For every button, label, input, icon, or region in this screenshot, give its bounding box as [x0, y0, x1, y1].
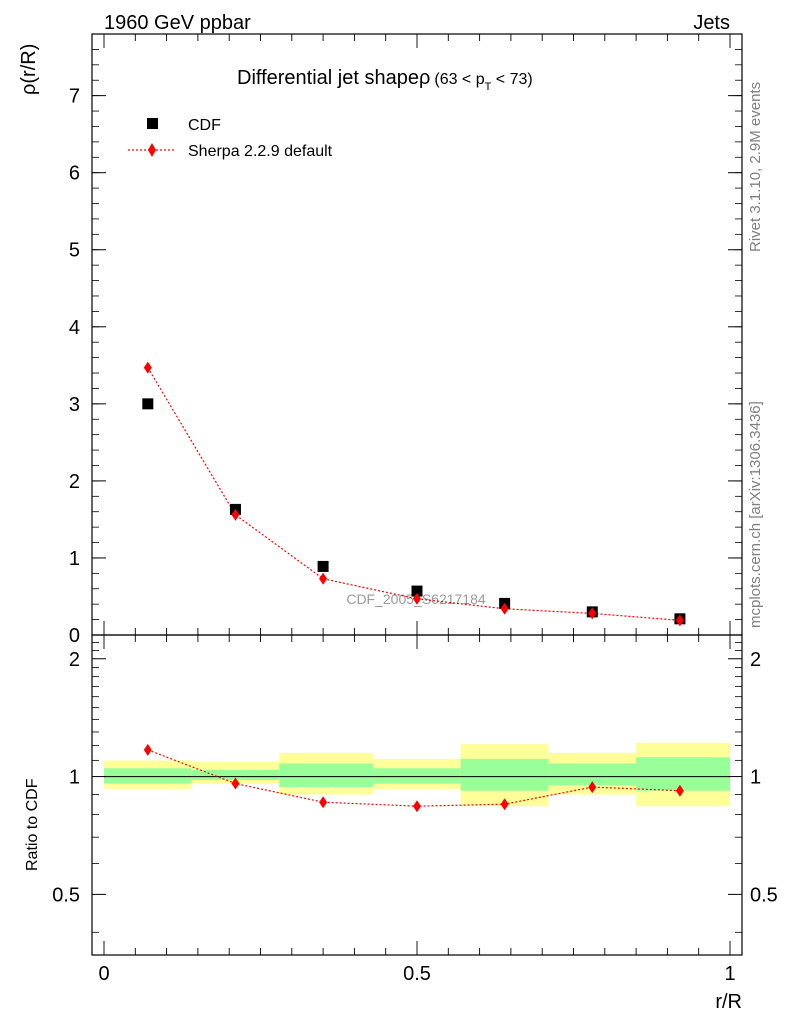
ratio-inner-band: [460, 758, 549, 791]
ratio-sherpa-point: [231, 777, 240, 790]
mcplots-label: mcplots.cern.ch [arXiv:1306.3436]: [747, 401, 764, 628]
ratio-inner-band: [636, 757, 730, 791]
ratio-sherpa-point: [675, 784, 684, 797]
ratio-ylabel: Ratio to CDF: [24, 778, 41, 871]
main-title-text: Differential jet shape: [237, 67, 419, 89]
ratio-sherpa-point: [319, 796, 328, 809]
sherpa-point: [319, 572, 328, 585]
ratio-ytick-label-right: 2: [750, 649, 761, 671]
ratio-inner-band: [548, 763, 637, 786]
legend-sherpa-label: Sherpa 2.2.9 default: [188, 143, 333, 160]
main-ytick-label: 5: [69, 240, 80, 262]
ratio-xlabel: r/R: [715, 991, 742, 1013]
main-ytick-label: 4: [69, 317, 80, 339]
sherpa-line: [147, 367, 680, 621]
cdf-point: [142, 398, 154, 410]
cdf-point: [317, 560, 329, 572]
process-label: Jets: [693, 12, 730, 34]
main-ytick-label: 0: [69, 625, 80, 647]
ratio-plot-area: 0.5 0.5 1 1 2 2 0 0.5 1: [52, 634, 778, 985]
main-ytick-label: 1: [69, 548, 80, 570]
main-title: Differential jet shapeρ (63 < pT < 73): [237, 67, 533, 93]
ratio-inner-band: [373, 768, 461, 784]
main-title-subscript: T: [485, 81, 492, 93]
sherpa-point: [588, 607, 597, 620]
ratio-sherpa-point: [500, 798, 509, 811]
main-ytick-label: 2: [69, 471, 80, 493]
main-title-range: (63 < p: [434, 71, 484, 88]
ratio-inner-band: [104, 768, 192, 784]
ratio-inner-band: [279, 763, 374, 788]
ratio-xtick-label: 0: [98, 963, 109, 985]
ratio-sherpa-point: [413, 800, 421, 813]
main-title-range-end: < 73): [491, 71, 532, 88]
main-title-rho: ρ: [419, 67, 430, 89]
legend-cdf-marker: [147, 118, 158, 129]
ratio-ytick-label-right: 0.5: [750, 884, 778, 906]
ratio-inner-band: [191, 769, 280, 780]
main-ytick-label: 3: [69, 394, 80, 416]
ratio-xtick-label: 1: [724, 963, 735, 985]
cdf-point: [411, 585, 423, 597]
energy-label: 1960 GeV ppbar: [104, 12, 251, 34]
sherpa-point: [500, 602, 509, 615]
legend-cdf-label: CDF: [188, 117, 221, 134]
main-plot-area: 0 1 2 3 4 5 6 7: [69, 33, 743, 647]
legend-sherpa-marker: [148, 143, 156, 157]
rivet-version-label: Rivet 3.1.10, 2.9M events: [747, 82, 764, 252]
ratio-ytick-label-right: 1: [750, 767, 761, 789]
sherpa-point: [143, 361, 152, 374]
main-ytick-label: 6: [69, 163, 80, 185]
ratio-xtick-label: 0.5: [403, 963, 431, 985]
ratio-ytick-label: 2: [69, 649, 80, 671]
ratio-sherpa-point: [588, 781, 597, 794]
ratio-sherpa-point: [143, 743, 152, 756]
main-ylabel: ρ(r/R): [18, 44, 40, 95]
sherpa-point: [231, 508, 240, 521]
ratio-ytick-label: 1: [69, 767, 80, 789]
main-ytick-label: 7: [69, 86, 80, 108]
ratio-ytick-label: 0.5: [52, 884, 80, 906]
sherpa-point: [413, 592, 421, 605]
sherpa-point: [675, 614, 684, 627]
